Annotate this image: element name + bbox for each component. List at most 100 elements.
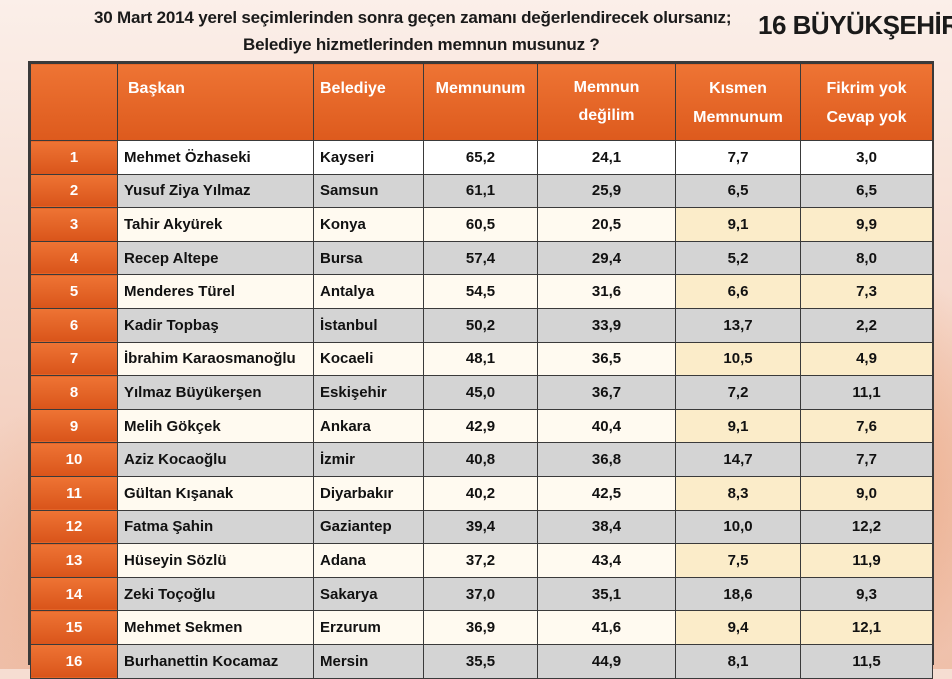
partly-satisfied-cell: 9,1 xyxy=(675,408,801,444)
mayor-cell: Mehmet Sekmen xyxy=(117,610,314,645)
mayor-cell: Menderes Türel xyxy=(117,274,314,309)
no-opinion-cell: 8,0 xyxy=(800,240,933,276)
not-satisfied-cell: 42,5 xyxy=(537,475,676,511)
partly-satisfied-cell: 13,7 xyxy=(675,307,801,343)
municipality-cell: Diyarbakır xyxy=(313,475,424,511)
rank-cell: 2 xyxy=(30,173,118,209)
not-satisfied-cell: 36,8 xyxy=(537,442,676,477)
no-opinion-cell: 7,7 xyxy=(800,442,933,477)
partly-satisfied-cell: 5,2 xyxy=(675,240,801,276)
mayor-cell: Tahir Akyürek xyxy=(117,207,314,242)
satisfied-cell: 61,1 xyxy=(423,173,538,209)
no-opinion-cell: 11,9 xyxy=(800,543,933,578)
mayor-cell: Gültan Kışanak xyxy=(117,475,314,511)
mayor-cell: İbrahim Karaosmanoğlu xyxy=(117,341,314,377)
table-body: 1 Mehmet Özhaseki Kayseri 65,2 24,1 7,7 3,0 2 Yu… xyxy=(30,140,933,679)
satisfied-cell: 37,0 xyxy=(423,576,538,612)
not-satisfied-cell: 40,4 xyxy=(537,408,676,444)
mayor-cell: Hüseyin Sözlü xyxy=(117,543,314,578)
municipality-cell: İstanbul xyxy=(313,307,424,343)
rank-cell: 5 xyxy=(30,274,118,309)
no-opinion-cell: 9,3 xyxy=(800,576,933,612)
results-table: Başkan Belediye Memnunum Memnun değilim … xyxy=(30,63,933,679)
no-opinion-cell: 2,2 xyxy=(800,307,933,343)
mayor-cell: Kadir Topbaş xyxy=(117,307,314,343)
survey-question-line-1: 30 Mart 2014 yerel seçimlerinden sonra g… xyxy=(94,8,732,27)
rank-cell: 13 xyxy=(30,543,118,578)
mayor-cell: Yusuf Ziya Yılmaz xyxy=(117,173,314,209)
satisfied-cell: 36,9 xyxy=(423,610,538,645)
not-satisfied-cell: 38,4 xyxy=(537,509,676,545)
no-opinion-cell: 7,6 xyxy=(800,408,933,444)
no-opinion-cell: 9,9 xyxy=(800,207,933,242)
rank-cell: 14 xyxy=(30,576,118,612)
satisfied-cell: 50,2 xyxy=(423,307,538,343)
satisfied-cell: 35,5 xyxy=(423,643,538,679)
survey-question-line-2: Belediye hizmetlerinden memnun musunuz ? xyxy=(243,35,600,54)
rank-cell: 1 xyxy=(30,140,118,175)
partly-satisfied-cell: 8,1 xyxy=(675,643,801,679)
no-opinion-cell: 7,3 xyxy=(800,274,933,309)
table-row: 1 Mehmet Özhaseki Kayseri 65,2 24,1 7,7 3,0 xyxy=(30,140,933,175)
rank-cell: 11 xyxy=(30,475,118,511)
table-row: 6 Kadir Topbaş İstanbul 50,2 33,9 13,7 2,2 xyxy=(30,307,933,343)
table-row: 16 Burhanettin Kocamaz Mersin 35,5 44,9 8,1 11… xyxy=(30,643,933,679)
rank-cell: 15 xyxy=(30,610,118,645)
rank-cell: 10 xyxy=(30,442,118,477)
column-header-satisfied: Memnunum xyxy=(423,63,538,141)
partly-satisfied-cell: 7,7 xyxy=(675,140,801,175)
satisfied-cell: 42,9 xyxy=(423,408,538,444)
rank-cell: 8 xyxy=(30,375,118,410)
mayor-cell: Recep Altepe xyxy=(117,240,314,276)
table-row: 11 Gültan Kışanak Diyarbakır 40,2 42,5 8,3 9,0 xyxy=(30,475,933,511)
metro-count-badge: 16 BÜYÜKŞEHİR xyxy=(758,10,952,40)
column-header-no-opinion-line-2: Cevap yok xyxy=(826,109,907,126)
partly-satisfied-cell: 9,4 xyxy=(675,610,801,645)
not-satisfied-cell: 29,4 xyxy=(537,240,676,276)
table-row: 12 Fatma Şahin Gaziantep 39,4 38,4 10,0 12,2 xyxy=(30,509,933,545)
not-satisfied-cell: 36,5 xyxy=(537,341,676,377)
results-table-container: Başkan Belediye Memnunum Memnun değilim … xyxy=(28,61,934,679)
municipality-cell: Konya xyxy=(313,207,424,242)
not-satisfied-cell: 43,4 xyxy=(537,543,676,578)
partly-satisfied-cell: 10,0 xyxy=(675,509,801,545)
no-opinion-cell: 4,9 xyxy=(800,341,933,377)
rank-cell: 16 xyxy=(30,643,118,679)
satisfied-cell: 40,8 xyxy=(423,442,538,477)
satisfied-cell: 39,4 xyxy=(423,509,538,545)
not-satisfied-cell: 35,1 xyxy=(537,576,676,612)
column-header-rank xyxy=(30,63,118,141)
column-header-mayor: Başkan xyxy=(117,63,314,141)
mayor-cell: Melih Gökçek xyxy=(117,408,314,444)
municipality-cell: Ankara xyxy=(313,408,424,444)
mayor-cell: Yılmaz Büyükerşen xyxy=(117,375,314,410)
mayor-cell: Aziz Kocaoğlu xyxy=(117,442,314,477)
table-header-row: Başkan Belediye Memnunum Memnun değilim … xyxy=(30,63,933,141)
rank-cell: 12 xyxy=(30,509,118,545)
column-header-no-opinion-line-1: Fikrim yok xyxy=(826,80,907,97)
municipality-cell: Mersin xyxy=(313,643,424,679)
partly-satisfied-cell: 7,2 xyxy=(675,375,801,410)
not-satisfied-cell: 20,5 xyxy=(537,207,676,242)
table-row: 3 Tahir Akyürek Konya 60,5 20,5 9,1 9,9 xyxy=(30,207,933,242)
satisfied-cell: 40,2 xyxy=(423,475,538,511)
mayor-cell: Burhanettin Kocamaz xyxy=(117,643,314,679)
rank-cell: 9 xyxy=(30,408,118,444)
municipality-cell: Eskişehir xyxy=(313,375,424,410)
partly-satisfied-cell: 7,5 xyxy=(675,543,801,578)
municipality-cell: Kayseri xyxy=(313,140,424,175)
satisfied-cell: 57,4 xyxy=(423,240,538,276)
not-satisfied-cell: 33,9 xyxy=(537,307,676,343)
table-row: 15 Mehmet Sekmen Erzurum 36,9 41,6 9,4 12,1 xyxy=(30,610,933,645)
municipality-cell: Adana xyxy=(313,543,424,578)
rank-cell: 4 xyxy=(30,240,118,276)
no-opinion-cell: 12,1 xyxy=(800,610,933,645)
municipality-cell: Antalya xyxy=(313,274,424,309)
no-opinion-cell: 6,5 xyxy=(800,173,933,209)
partly-satisfied-cell: 6,6 xyxy=(675,274,801,309)
table-row: 10 Aziz Kocaoğlu İzmir 40,8 36,8 14,7 7,7 xyxy=(30,442,933,477)
partly-satisfied-cell: 8,3 xyxy=(675,475,801,511)
table-row: 4 Recep Altepe Bursa 57,4 29,4 5,2 8,0 xyxy=(30,240,933,276)
partly-satisfied-cell: 10,5 xyxy=(675,341,801,377)
table-row: 13 Hüseyin Sözlü Adana 37,2 43,4 7,5 11,9 xyxy=(30,543,933,578)
